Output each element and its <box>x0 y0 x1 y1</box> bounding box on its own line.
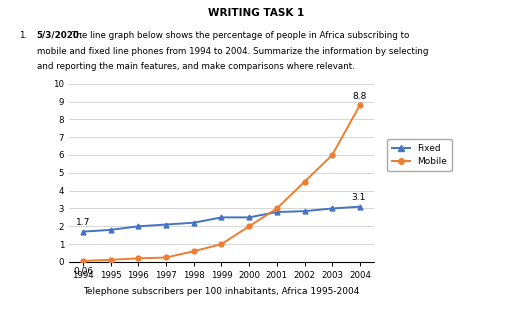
Text: The line graph below shows the percentage of people in Africa subscribing to: The line graph below shows the percentag… <box>71 31 409 40</box>
Mobile <box>329 153 335 157</box>
Text: 5/3/2020:: 5/3/2020: <box>37 31 83 40</box>
Mobile <box>274 207 280 210</box>
Text: 8.8: 8.8 <box>353 92 367 101</box>
Mobile <box>302 180 308 184</box>
Mobile <box>80 259 86 263</box>
Mobile <box>190 249 197 253</box>
Fixed <box>274 210 280 214</box>
Fixed <box>302 209 308 213</box>
Text: 0.06: 0.06 <box>73 267 93 276</box>
Mobile <box>135 257 141 260</box>
Fixed <box>219 215 225 219</box>
Fixed <box>246 215 252 219</box>
Mobile <box>246 224 252 228</box>
Legend: Fixed, Mobile: Fixed, Mobile <box>388 139 452 171</box>
Fixed <box>163 223 169 226</box>
Mobile <box>108 258 114 262</box>
Fixed <box>108 228 114 232</box>
Text: and reporting the main features, and make comparisons where relevant.: and reporting the main features, and mak… <box>37 62 355 71</box>
Fixed <box>357 205 363 209</box>
Fixed <box>190 221 197 224</box>
Text: WRITING TASK 1: WRITING TASK 1 <box>208 8 304 18</box>
Fixed <box>80 230 86 233</box>
Fixed <box>329 207 335 210</box>
Mobile <box>357 103 363 107</box>
Text: mobile and fixed line phones from 1994 to 2004. Summarize the information by sel: mobile and fixed line phones from 1994 t… <box>37 46 429 55</box>
Text: 3.1: 3.1 <box>351 193 366 202</box>
Text: 1.: 1. <box>19 31 28 40</box>
Mobile <box>219 242 225 246</box>
X-axis label: Telephone subscribers per 100 inhabitants, Africa 1995-2004: Telephone subscribers per 100 inhabitant… <box>83 287 359 296</box>
Text: 1.7: 1.7 <box>76 218 90 227</box>
Line: Mobile: Mobile <box>80 103 362 263</box>
Mobile <box>163 256 169 259</box>
Line: Fixed: Fixed <box>80 204 362 234</box>
Fixed <box>135 224 141 228</box>
